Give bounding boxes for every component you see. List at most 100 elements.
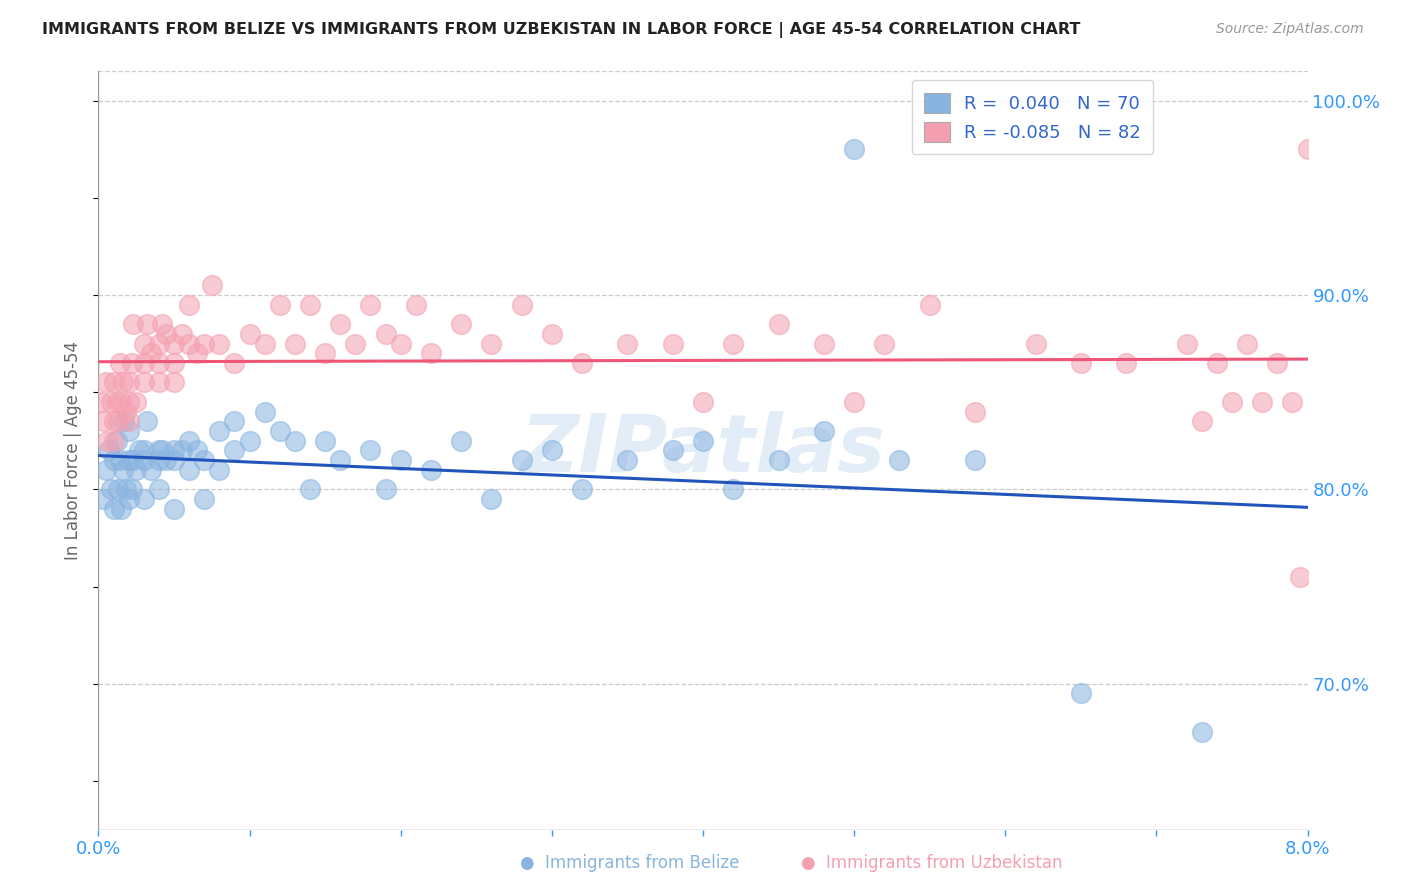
Point	[965, 404, 987, 418]
Point	[110, 395, 132, 409]
Point	[118, 424, 141, 438]
Point	[90, 395, 112, 409]
Point	[571, 483, 593, 497]
Point	[111, 463, 134, 477]
Point	[103, 414, 125, 428]
Point	[360, 443, 382, 458]
Point	[94, 463, 117, 477]
Point	[450, 434, 472, 448]
Point	[155, 453, 177, 467]
Point	[112, 414, 135, 428]
Point	[122, 453, 145, 467]
Point	[132, 443, 155, 458]
Point	[179, 336, 201, 351]
Point	[329, 317, 352, 331]
Text: ZIPatlas: ZIPatlas	[520, 411, 886, 490]
Point	[135, 317, 157, 331]
Point	[1115, 356, 1137, 370]
Point	[1251, 395, 1274, 409]
Point	[193, 491, 215, 506]
Point	[1296, 142, 1319, 156]
Point	[208, 463, 231, 477]
Point	[1175, 336, 1198, 351]
Point	[1281, 395, 1303, 409]
Point	[163, 336, 186, 351]
Point	[768, 453, 790, 467]
Point	[768, 317, 790, 331]
Point	[661, 443, 683, 458]
Point	[284, 434, 307, 448]
Point	[224, 443, 246, 458]
Point	[132, 376, 155, 390]
Point	[132, 356, 155, 370]
Point	[299, 298, 322, 312]
Point	[844, 395, 866, 409]
Point	[148, 443, 170, 458]
Point	[135, 414, 157, 428]
Point	[186, 443, 208, 458]
Point	[170, 326, 193, 341]
Point	[389, 336, 412, 351]
Point	[118, 453, 141, 467]
Point	[150, 443, 173, 458]
Point	[1191, 414, 1213, 428]
Point	[132, 491, 155, 506]
Point	[125, 395, 148, 409]
Point	[98, 443, 121, 458]
Point	[179, 434, 201, 448]
Text: ●  Immigrants from Uzbekistan: ● Immigrants from Uzbekistan	[801, 855, 1063, 872]
Point	[284, 336, 307, 351]
Point	[692, 395, 714, 409]
Point	[103, 376, 125, 390]
Legend: R =  0.040   N = 70, R = -0.085   N = 82: R = 0.040 N = 70, R = -0.085 N = 82	[911, 80, 1153, 154]
Point	[481, 336, 503, 351]
Point	[616, 453, 638, 467]
Point	[661, 336, 683, 351]
Point	[193, 453, 215, 467]
Point	[114, 404, 136, 418]
Point	[100, 395, 122, 409]
Text: Source: ZipAtlas.com: Source: ZipAtlas.com	[1216, 22, 1364, 37]
Point	[510, 453, 533, 467]
Point	[186, 346, 208, 360]
Point	[224, 414, 246, 428]
Point	[314, 434, 336, 448]
Point	[723, 483, 745, 497]
Point	[179, 298, 201, 312]
Point	[616, 336, 638, 351]
Text: IMMIGRANTS FROM BELIZE VS IMMIGRANTS FROM UZBEKISTAN IN LABOR FORCE | AGE 45-54 : IMMIGRANTS FROM BELIZE VS IMMIGRANTS FRO…	[42, 22, 1081, 38]
Point	[163, 376, 186, 390]
Point	[110, 501, 132, 516]
Point	[374, 326, 396, 341]
Point	[118, 395, 141, 409]
Point	[132, 336, 155, 351]
Point	[96, 434, 118, 448]
Point	[269, 424, 291, 438]
Point	[510, 298, 533, 312]
Point	[374, 483, 396, 497]
Point	[965, 453, 987, 467]
Point	[224, 356, 246, 370]
Point	[148, 376, 170, 390]
Point	[141, 463, 163, 477]
Point	[1220, 395, 1243, 409]
Point	[1191, 725, 1213, 739]
Point	[155, 326, 177, 341]
Point	[108, 356, 131, 370]
Point	[723, 336, 745, 351]
Point	[813, 336, 835, 351]
Point	[148, 356, 170, 370]
Point	[692, 434, 714, 448]
Point	[405, 298, 427, 312]
Point	[125, 463, 148, 477]
Y-axis label: In Labor Force | Age 45-54: In Labor Force | Age 45-54	[65, 341, 83, 560]
Point	[179, 463, 201, 477]
Point	[118, 491, 141, 506]
Point	[844, 142, 866, 156]
Point	[121, 483, 143, 497]
Point	[420, 346, 443, 360]
Point	[122, 317, 145, 331]
Point	[360, 298, 382, 312]
Point	[128, 443, 150, 458]
Text: ●  Immigrants from Belize: ● Immigrants from Belize	[520, 855, 740, 872]
